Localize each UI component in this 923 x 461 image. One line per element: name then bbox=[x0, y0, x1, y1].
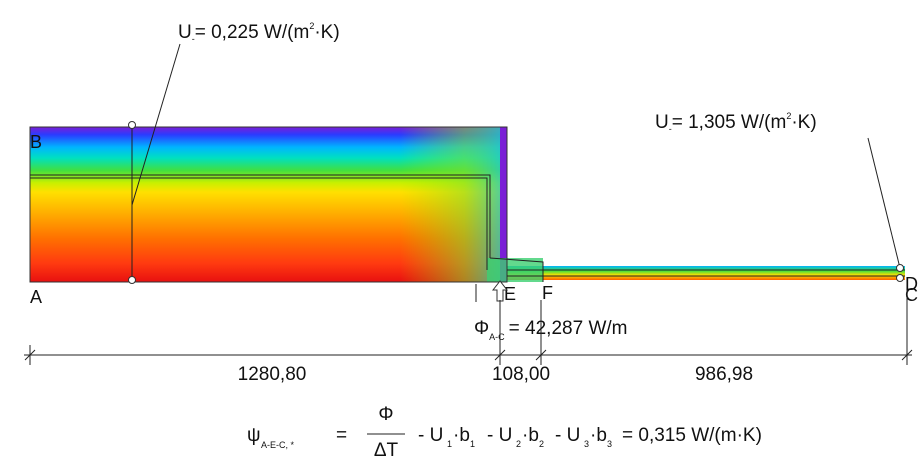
term-op: - U bbox=[487, 425, 512, 446]
u-sub: - bbox=[669, 124, 672, 134]
u-sup: 2 bbox=[786, 111, 791, 121]
dimension-label: 986,98 bbox=[695, 364, 753, 385]
u-label: U-= 0,225 W/(m2·K) bbox=[178, 21, 340, 44]
point-label: B bbox=[30, 132, 42, 152]
dimension-line: 1280,80 108,00 986,98 bbox=[24, 290, 913, 385]
u-label: U-= 1,305 W/(m2·K) bbox=[655, 111, 817, 134]
slab-section bbox=[507, 266, 905, 280]
u-symbol: U bbox=[178, 22, 192, 43]
u-sub: - bbox=[192, 34, 195, 44]
flux-value: = 42,287 W/m bbox=[509, 318, 628, 339]
outline bbox=[29, 126, 508, 283]
leader bbox=[867, 137, 901, 269]
u-unit: ·K) bbox=[314, 22, 339, 43]
node bbox=[128, 276, 136, 284]
psi-sub: A-E-C, * bbox=[261, 440, 295, 450]
term-op: - U bbox=[555, 425, 580, 446]
denominator: ΔT bbox=[374, 440, 399, 461]
u-unit: ·K) bbox=[791, 112, 816, 133]
point-label: E bbox=[504, 284, 516, 304]
flux-sub: A-C bbox=[489, 332, 505, 342]
node bbox=[128, 121, 136, 129]
point-label: C bbox=[905, 285, 918, 305]
term-sub: 1 bbox=[470, 439, 475, 449]
formula: ψ A-E-C, * = Φ ΔT - U 1 ·b 1 - U 2 ·b 2 … bbox=[247, 404, 762, 461]
term-op: - U bbox=[418, 425, 443, 446]
leader bbox=[131, 43, 181, 206]
point-label: D bbox=[905, 274, 918, 294]
dim-slash bbox=[901, 349, 913, 361]
term-mid: ·b bbox=[453, 425, 470, 446]
term-sub: 2 bbox=[516, 439, 521, 449]
numerator: Φ bbox=[378, 404, 393, 425]
flux-label: ΦA-C = 42,287 W/m bbox=[474, 318, 627, 342]
term-sub: 1 bbox=[447, 439, 452, 449]
term-sub: 2 bbox=[539, 439, 544, 449]
edge-zone bbox=[500, 127, 507, 282]
term-mid: ·b bbox=[590, 425, 607, 446]
node bbox=[896, 264, 904, 272]
term-sub: 3 bbox=[584, 439, 589, 449]
dim-slash bbox=[494, 349, 506, 361]
dim-slash bbox=[24, 349, 36, 361]
dimension-label: 108,00 bbox=[492, 364, 550, 385]
node bbox=[896, 274, 904, 282]
u-right-marker: U-= 1,305 W/(m2·K) bbox=[655, 111, 904, 282]
dim-slash bbox=[535, 349, 547, 361]
thermal-field bbox=[29, 126, 905, 283]
layer-line bbox=[30, 174, 491, 258]
dimension-label: 1280,80 bbox=[238, 364, 307, 385]
term-mid: ·b bbox=[522, 425, 539, 446]
u-sup: 2 bbox=[309, 21, 314, 31]
layer-line bbox=[30, 177, 488, 270]
u-symbol: U bbox=[655, 112, 669, 133]
u-value: = 0,225 W/(m bbox=[195, 22, 310, 43]
psi: ψ bbox=[247, 425, 261, 446]
corner-zone bbox=[400, 127, 507, 282]
u-left-marker: U-= 0,225 W/(m2·K) bbox=[128, 21, 340, 284]
result: = 0,315 W/(m·K) bbox=[622, 425, 762, 446]
equals: = bbox=[336, 425, 347, 446]
term-sub: 3 bbox=[607, 439, 612, 449]
frame-line bbox=[489, 257, 544, 282]
point-label: A bbox=[30, 287, 42, 307]
flux-symbol: Φ bbox=[474, 318, 489, 339]
point-label: F bbox=[542, 283, 553, 303]
u-value: = 1,305 W/(m bbox=[672, 112, 787, 133]
